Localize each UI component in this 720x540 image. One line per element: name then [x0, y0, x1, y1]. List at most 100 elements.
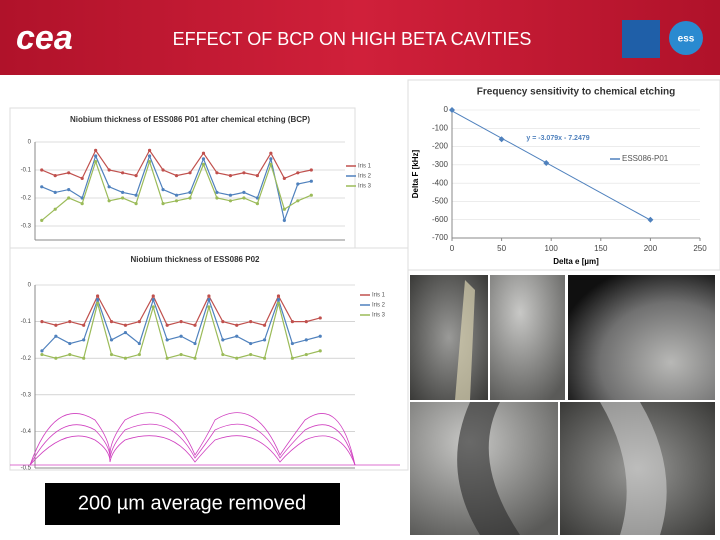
point — [179, 352, 183, 357]
point — [161, 202, 165, 206]
point — [269, 157, 273, 161]
y-tick-label: -0.3 — [21, 392, 32, 398]
point — [201, 157, 206, 161]
point — [262, 356, 267, 360]
point — [82, 338, 86, 342]
point — [304, 352, 308, 357]
x-tick-label: 150 — [594, 244, 608, 253]
y-tick-label: -0.1 — [21, 168, 32, 174]
point — [193, 341, 197, 346]
point — [121, 196, 125, 200]
y-tick-label: -0.2 — [21, 356, 32, 362]
point — [282, 176, 286, 180]
point — [54, 323, 58, 327]
chart-background — [9, 107, 356, 249]
point — [80, 176, 84, 180]
y-tick-label: -300 — [432, 160, 449, 169]
x-axis-label: Delta e [µm] — [553, 257, 599, 266]
point — [107, 185, 111, 189]
logo-circle — [669, 21, 703, 55]
y-axis-label: Delta F [kHz] — [411, 149, 420, 198]
point — [96, 298, 100, 302]
legend-label: Iris 3 — [372, 313, 386, 319]
legend-label: Iris 1 — [372, 293, 386, 299]
point — [543, 160, 550, 167]
point — [53, 190, 57, 194]
photo — [410, 275, 488, 400]
photo — [490, 275, 565, 400]
point — [296, 171, 300, 175]
chart: Niobium thickness of ESS086 P01 after ch… — [9, 107, 372, 249]
photo-detail — [455, 280, 475, 400]
legend-label: ESS086-P01 — [622, 154, 669, 163]
point — [221, 320, 225, 324]
point — [123, 323, 128, 327]
point — [147, 160, 152, 164]
point — [296, 182, 300, 186]
point — [290, 356, 294, 360]
y-tick-label: -200 — [432, 142, 449, 151]
point — [134, 174, 138, 178]
point — [40, 320, 44, 324]
point — [262, 323, 267, 327]
point — [67, 196, 71, 200]
point — [249, 320, 253, 324]
point — [68, 320, 72, 324]
point — [134, 202, 138, 206]
point — [276, 301, 281, 305]
point — [255, 174, 259, 178]
point — [121, 171, 125, 175]
point — [151, 298, 155, 302]
point — [68, 352, 72, 357]
y-tick-label: -0.1 — [21, 319, 32, 325]
point — [242, 196, 246, 200]
point — [228, 193, 233, 197]
point — [67, 171, 71, 175]
point — [304, 320, 308, 324]
y-tick-label: -600 — [432, 215, 449, 224]
point — [53, 174, 57, 178]
point — [193, 356, 197, 360]
chart: Niobium thickness of ESS086 P02 0 -0.1 -0.2… — [9, 247, 409, 472]
point — [269, 162, 273, 166]
point — [188, 196, 192, 200]
point — [215, 190, 219, 194]
point — [228, 174, 233, 178]
point — [221, 338, 225, 342]
point — [82, 323, 86, 327]
point — [179, 334, 183, 338]
point — [255, 202, 259, 206]
point — [161, 188, 165, 192]
point — [68, 341, 72, 346]
point — [235, 356, 239, 360]
cavity-drawing — [10, 412, 400, 466]
point — [137, 320, 141, 324]
point — [80, 202, 84, 206]
legend-label: Iris 2 — [358, 174, 372, 180]
point — [40, 349, 44, 353]
point — [262, 338, 267, 342]
logo-box — [622, 20, 660, 58]
point — [137, 341, 141, 346]
point — [109, 338, 114, 342]
point — [82, 356, 86, 360]
legend-label: Iris 1 — [358, 164, 372, 170]
point — [221, 352, 225, 357]
point — [276, 298, 281, 302]
y-tick-label: 0 — [28, 140, 32, 146]
point — [201, 151, 206, 155]
point — [282, 218, 286, 222]
point — [123, 330, 128, 335]
point — [249, 341, 253, 346]
caption-box — [45, 483, 340, 525]
point — [309, 193, 313, 197]
point — [123, 356, 128, 360]
point — [94, 148, 98, 152]
point — [165, 323, 169, 327]
point — [40, 185, 44, 189]
point — [40, 168, 44, 172]
point — [242, 190, 246, 194]
point — [107, 168, 111, 172]
point — [94, 160, 98, 164]
